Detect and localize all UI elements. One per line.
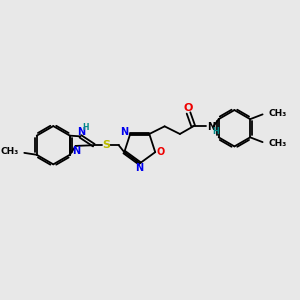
Text: O: O bbox=[157, 147, 165, 157]
Text: N: N bbox=[120, 127, 128, 137]
Text: H: H bbox=[212, 127, 219, 136]
Text: N: N bbox=[73, 146, 81, 156]
Text: H: H bbox=[82, 123, 88, 132]
Text: N: N bbox=[77, 127, 86, 136]
Text: CH₃: CH₃ bbox=[268, 109, 286, 118]
Text: S: S bbox=[102, 140, 110, 150]
Text: CH₃: CH₃ bbox=[268, 139, 286, 148]
Text: CH₃: CH₃ bbox=[0, 147, 19, 156]
Text: N: N bbox=[135, 163, 143, 173]
Text: N: N bbox=[207, 122, 215, 132]
Text: O: O bbox=[184, 103, 193, 113]
